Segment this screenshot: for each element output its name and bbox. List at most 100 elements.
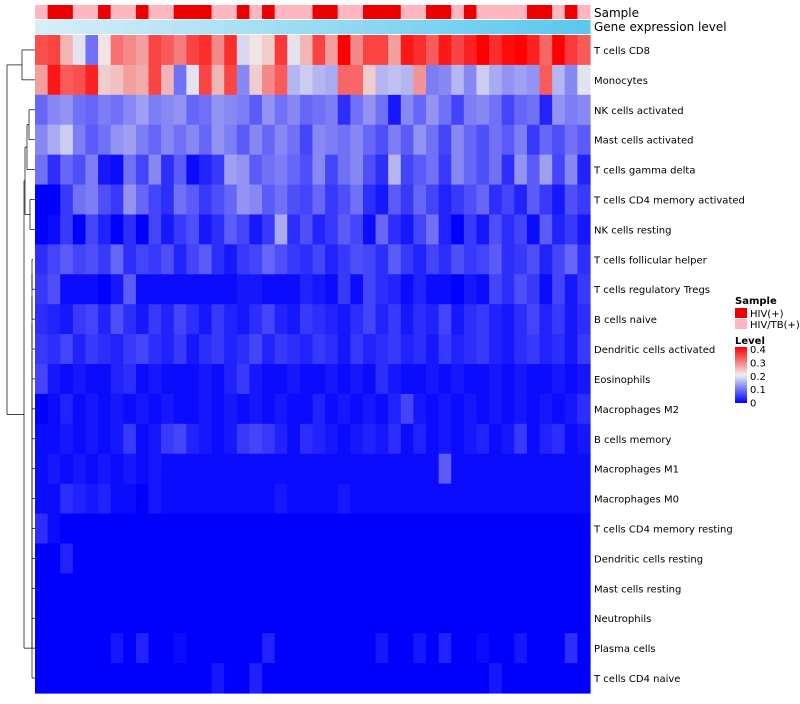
heatmap-cell bbox=[388, 603, 402, 634]
heatmap-cell bbox=[262, 184, 276, 216]
heatmap-cell bbox=[350, 543, 364, 574]
heatmap-cell bbox=[47, 393, 61, 425]
heatmap-cell bbox=[123, 543, 137, 574]
row-label: T cells regulatory Tregs bbox=[593, 285, 710, 296]
legend-label-hivtb: HIV/TB(+) bbox=[750, 320, 800, 331]
heatmap-cell bbox=[198, 184, 213, 216]
heatmap-cell bbox=[85, 214, 99, 245]
heatmap-cell bbox=[60, 35, 74, 66]
heatmap-cell bbox=[451, 453, 465, 485]
heatmap-cell bbox=[312, 513, 326, 545]
heatmap-cell bbox=[249, 214, 263, 245]
legend-label-hiv: HIV(+) bbox=[750, 309, 784, 320]
heatmap-cell bbox=[526, 423, 541, 455]
heatmap-cell bbox=[211, 304, 225, 335]
heatmap-cell bbox=[413, 124, 427, 156]
heatmap-cell bbox=[350, 513, 364, 545]
heatmap-cell bbox=[413, 35, 427, 66]
heatmap-cell bbox=[400, 543, 415, 574]
heatmap-cell bbox=[577, 393, 591, 425]
heatmap-cell bbox=[148, 364, 162, 395]
heatmap-cell bbox=[123, 603, 137, 634]
heatmap-cell bbox=[539, 393, 553, 425]
heatmap-cell bbox=[249, 573, 263, 604]
heatmap-cell bbox=[287, 244, 301, 275]
heatmap-cell bbox=[274, 423, 288, 455]
heatmap-cell bbox=[337, 423, 351, 455]
heatmap-cell bbox=[98, 124, 112, 156]
heatmap-cell bbox=[312, 453, 326, 485]
heatmap-cell bbox=[312, 483, 326, 515]
heatmap-cell bbox=[325, 663, 339, 694]
heatmap-cell bbox=[98, 543, 112, 574]
heatmap-cell bbox=[186, 94, 200, 126]
heatmap-cell bbox=[299, 244, 314, 275]
heatmap-cell bbox=[262, 603, 276, 634]
gene-expression-annotation-cell bbox=[413, 20, 427, 34]
heatmap-cell bbox=[413, 274, 427, 305]
heatmap-cell bbox=[274, 214, 288, 245]
heatmap-cell bbox=[375, 184, 389, 216]
heatmap-cell bbox=[299, 423, 314, 455]
heatmap-cell bbox=[438, 274, 452, 305]
heatmap-cell bbox=[110, 35, 124, 66]
heatmap-cell bbox=[337, 364, 351, 395]
heatmap-cell bbox=[388, 663, 402, 694]
heatmap-cell bbox=[135, 483, 150, 515]
gene-expression-annotation-cell bbox=[426, 20, 440, 34]
heatmap-cell bbox=[350, 393, 364, 425]
heatmap-cell bbox=[236, 94, 251, 126]
heatmap-cell bbox=[350, 244, 364, 275]
heatmap-cell bbox=[161, 274, 175, 305]
heatmap-cell bbox=[186, 483, 200, 515]
heatmap-cell bbox=[350, 274, 364, 305]
gene-expression-annotation-cell bbox=[249, 20, 263, 34]
heatmap-cell bbox=[173, 214, 187, 245]
heatmap-cell bbox=[274, 483, 288, 515]
heatmap-cell bbox=[476, 304, 490, 335]
heatmap-cell bbox=[501, 393, 515, 425]
heatmap-cell bbox=[514, 35, 528, 66]
heatmap-cell bbox=[72, 154, 87, 186]
heatmap-cell bbox=[388, 35, 402, 66]
heatmap-cell bbox=[426, 124, 440, 156]
heatmap-cell bbox=[72, 423, 87, 455]
heatmap-cell bbox=[262, 543, 276, 574]
heatmap-cell bbox=[135, 274, 150, 305]
heatmap-cell bbox=[85, 244, 99, 275]
heatmap-cell bbox=[148, 513, 162, 545]
heatmap-cell bbox=[35, 154, 49, 186]
heatmap-cell bbox=[135, 543, 150, 574]
heatmap-cell bbox=[438, 334, 452, 365]
gene-expression-annotation-cell bbox=[577, 20, 591, 34]
heatmap-cell bbox=[148, 633, 162, 664]
heatmap-cell bbox=[463, 154, 478, 186]
heatmap-cell bbox=[35, 274, 49, 305]
heatmap-cell bbox=[476, 364, 490, 395]
sample-annotation-cell bbox=[552, 5, 566, 19]
heatmap-cell bbox=[299, 453, 314, 485]
row-label: T cells follicular helper bbox=[593, 255, 708, 266]
heatmap-cell bbox=[135, 453, 150, 485]
heatmap-cell bbox=[501, 244, 515, 275]
heatmap-cell bbox=[274, 543, 288, 574]
heatmap-cell bbox=[224, 184, 238, 216]
heatmap-cell bbox=[564, 334, 578, 365]
heatmap-cell bbox=[501, 64, 515, 96]
heatmap-cell bbox=[274, 334, 288, 365]
heatmap-cell bbox=[110, 154, 124, 186]
heatmap-cell bbox=[72, 124, 87, 156]
heatmap-cell bbox=[413, 244, 427, 275]
heatmap-cell bbox=[552, 184, 566, 216]
heatmap-cell bbox=[186, 453, 200, 485]
sample-annotation-cell bbox=[98, 5, 112, 19]
heatmap-cell bbox=[173, 154, 187, 186]
legend-level-tick: 0.1 bbox=[750, 385, 766, 396]
heatmap-cell bbox=[161, 453, 175, 485]
sample-annotation-cell bbox=[60, 5, 74, 19]
heatmap-cell bbox=[211, 633, 225, 664]
heatmap-cell bbox=[186, 244, 200, 275]
heatmap-cell bbox=[198, 393, 213, 425]
heatmap-cell bbox=[489, 274, 503, 305]
heatmap-cell bbox=[400, 154, 415, 186]
